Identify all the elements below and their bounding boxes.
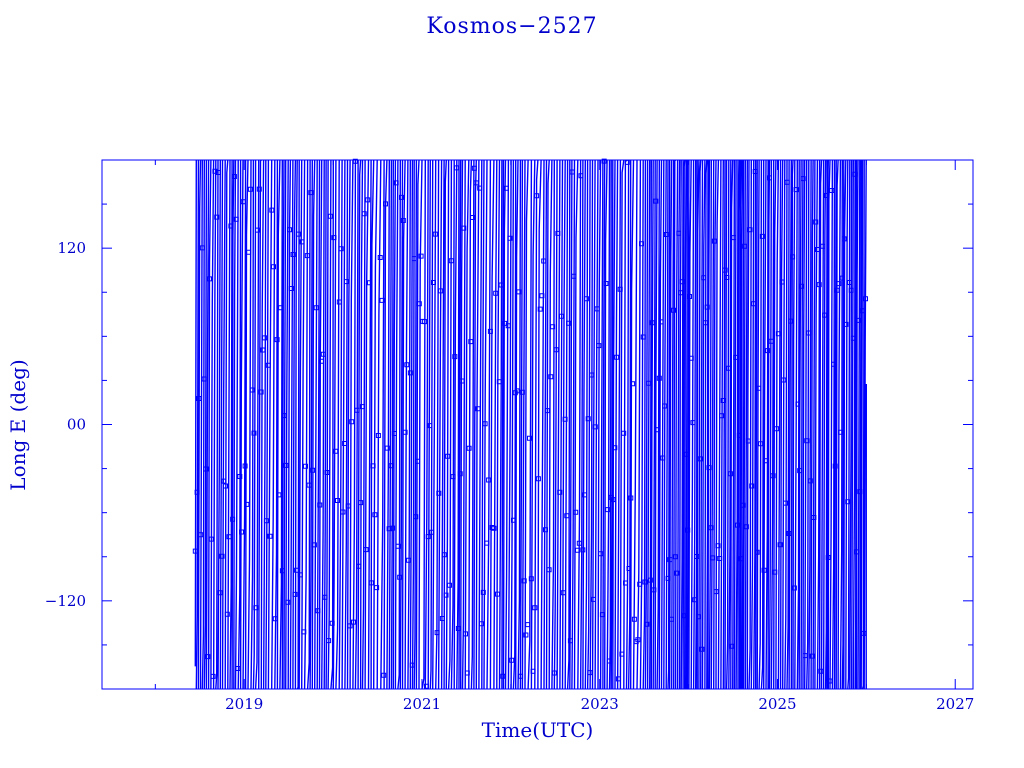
x-tick-label: 2021 <box>403 695 441 713</box>
x-axis-label: Time(UTC) <box>481 718 594 742</box>
series-line <box>194 159 867 690</box>
y-tick-label: 00 <box>67 416 86 434</box>
y-tick-label: −120 <box>45 592 86 610</box>
x-tick-label: 2025 <box>758 695 796 713</box>
y-tick-label: 120 <box>57 239 86 257</box>
x-tick-label: 2019 <box>225 695 263 713</box>
series-markers <box>192 158 868 689</box>
x-tick-label: 2027 <box>936 695 974 713</box>
axes: 2019 2021 2023 2025 2027 −120 00 120 <box>45 159 974 713</box>
chart-title: Kosmos−2527 <box>426 14 598 39</box>
x-tick-label: 2023 <box>581 695 619 713</box>
plot-data <box>192 158 868 690</box>
